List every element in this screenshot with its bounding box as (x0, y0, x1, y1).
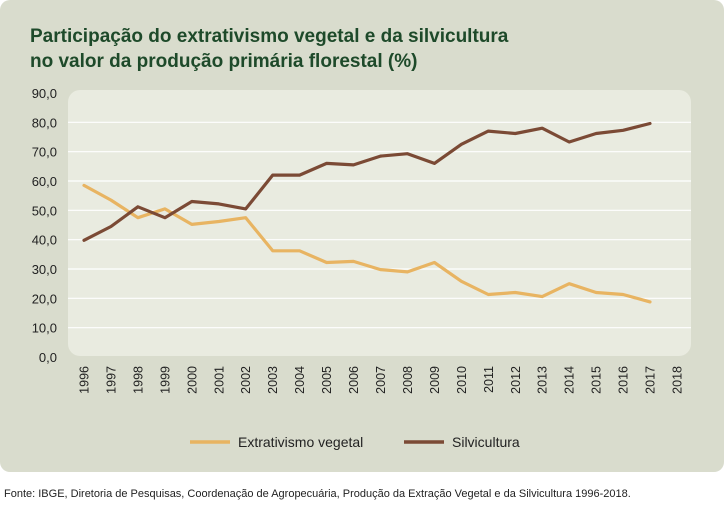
chart-title-line-2: no valor da produção primária florestal … (30, 51, 418, 72)
x-tick-label: 2008 (401, 366, 415, 394)
x-tick-label: 2017 (644, 366, 658, 394)
x-tick-label: 2000 (185, 366, 199, 394)
y-tick-label: 60,0 (32, 174, 57, 189)
x-tick-label: 1997 (104, 366, 118, 394)
series-line-extrativismo (82, 183, 652, 304)
series-line-silvicultura (82, 121, 652, 242)
x-tick-label: 2013 (536, 366, 550, 394)
x-tick-label: 1999 (158, 366, 172, 394)
x-tick-label: 1996 (78, 366, 92, 394)
x-tick-label: 2015 (590, 366, 604, 394)
x-tick-label: 2011 (482, 366, 496, 393)
chart-title-line-1: Participação do extrativismo vegetal e d… (30, 26, 509, 47)
x-tick-label: 2001 (212, 366, 226, 394)
x-tick-label: 2007 (374, 366, 388, 394)
series-lines (82, 121, 652, 304)
x-tick-label: 1998 (131, 366, 145, 394)
plot-area (68, 90, 691, 356)
y-tick-label: 90,0 (32, 86, 57, 101)
gridlines (68, 121, 691, 329)
x-tick-label: 2005 (320, 366, 334, 394)
chart-title: Participação do extrativismo vegetal e d… (30, 24, 710, 74)
x-tick-label: 2002 (239, 366, 253, 394)
line-chart: 0,010,020,030,040,050,060,070,080,090,0 … (32, 86, 691, 450)
legend-label: Extrativismo vegetal (238, 434, 363, 450)
y-tick-label: 80,0 (32, 115, 57, 130)
x-tick-label: 2006 (347, 366, 361, 394)
source-note: Fonte: IBGE, Diretoria de Pesquisas, Coo… (4, 488, 631, 500)
y-tick-label: 40,0 (32, 233, 57, 248)
x-tick-label: 2016 (617, 366, 631, 394)
y-tick-label: 50,0 (32, 203, 57, 218)
legend: Extrativismo vegetal Silvicultura (190, 434, 520, 450)
y-axis-tick-labels: 0,0 10,0 20,0 30,0 40,0 50,0 60,0 70,0 80,0 90,0 (32, 86, 57, 365)
x-tick-label: 2003 (266, 366, 280, 394)
x-tick-label: 2018 (671, 366, 685, 394)
y-tick-label: 70,0 (32, 145, 57, 160)
x-tick-label: 2010 (455, 366, 469, 394)
y-tick-label: 20,0 (32, 291, 57, 306)
x-tick-label: 2004 (293, 366, 307, 394)
x-tick-label: 2014 (563, 366, 577, 394)
y-tick-label: 30,0 (32, 262, 57, 277)
x-tick-label: 2009 (428, 366, 442, 394)
y-tick-label: 10,0 (32, 321, 57, 336)
x-tick-label: 2012 (509, 366, 523, 394)
legend-label: Silvicultura (452, 434, 520, 450)
x-axis-tick-labels: 1996 1997 1998 1999 2000 2001 2002 2003 2004 2005… (78, 366, 685, 394)
y-tick-label: 0,0 (39, 350, 57, 365)
